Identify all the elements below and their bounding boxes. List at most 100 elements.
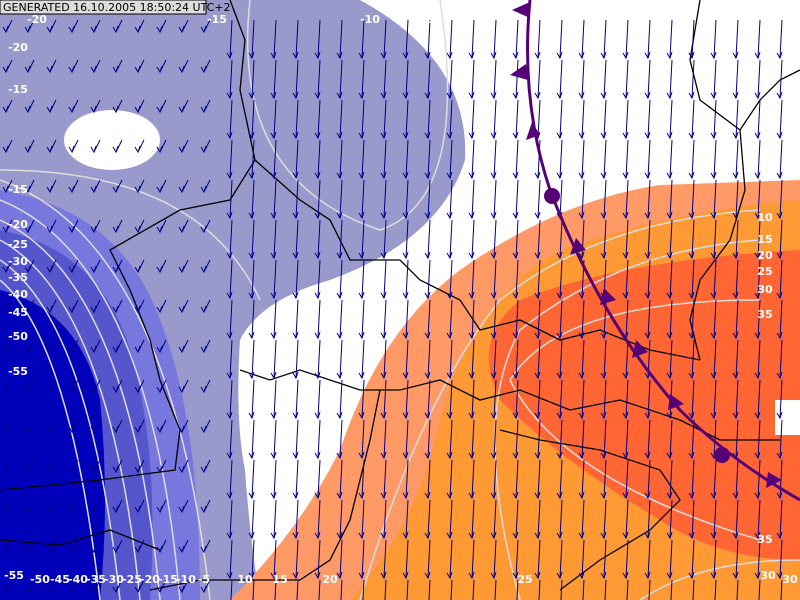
wind-arrow (556, 99, 563, 140)
wind-arrow (314, 459, 321, 500)
contour-label: -25 (8, 238, 28, 251)
wind-arrow (380, 539, 387, 580)
wind-arrow (402, 339, 409, 380)
contour-label: -10 (360, 13, 380, 26)
wind-arrow (156, 19, 167, 34)
contour-label: 10 (757, 211, 773, 224)
wind-arrow (534, 379, 541, 420)
wind-arrow (578, 339, 585, 380)
wind-arrow (666, 179, 673, 220)
wind-arrow (358, 139, 365, 180)
wind-arrow (90, 539, 101, 554)
wind-arrow (512, 339, 519, 380)
wind-arrow (230, 579, 233, 600)
wind-arrow (494, 579, 497, 600)
wind-arrow (688, 179, 695, 220)
wind-arrow (666, 419, 673, 460)
wind-arrow (134, 179, 145, 194)
wind-arrow (710, 259, 717, 300)
wind-arrow (292, 379, 299, 420)
wind-arrow (776, 99, 783, 140)
wind-arrow (666, 459, 673, 500)
wind-arrow (46, 339, 57, 354)
wind-arrow (666, 539, 673, 580)
wind-arrow (600, 539, 607, 580)
wind-arrow (380, 459, 387, 500)
wind-arrow (424, 179, 431, 220)
wind-arrow (226, 459, 233, 500)
wind-arrow (732, 299, 739, 340)
wind-arrow (226, 539, 233, 580)
wind-arrow (732, 179, 739, 220)
wind-arrow (178, 259, 189, 274)
contour-label: 30 (782, 573, 798, 586)
wind-arrow (252, 579, 255, 600)
wind-arrow (226, 139, 233, 180)
wind-arrow (68, 139, 79, 154)
wind-arrow (46, 19, 57, 34)
wind-arrow (178, 139, 189, 154)
wind-arrow (490, 299, 497, 340)
wind-arrow (490, 59, 497, 100)
wind-arrow (112, 499, 123, 514)
wind-arrow (2, 459, 13, 474)
wind-arrow (622, 139, 629, 180)
contour-label: -25 (122, 573, 142, 586)
wind-arrow (644, 179, 651, 220)
wind-arrow (688, 539, 695, 580)
wind-arrow (24, 219, 35, 234)
wind-arrow (754, 459, 761, 500)
wind-arrow (314, 259, 321, 300)
contour-label: -50 (30, 573, 50, 586)
wind-arrow (248, 19, 255, 60)
wind-arrow (732, 499, 739, 540)
wind-arrow (380, 259, 387, 300)
wind-arrow (226, 419, 233, 460)
wind-arrow (156, 299, 167, 314)
wind-arrow (134, 139, 145, 154)
wind-arrow (178, 59, 189, 74)
wind-arrow (732, 459, 739, 500)
wind-arrow (156, 259, 167, 274)
wind-arrow (688, 459, 695, 500)
wind-arrow (46, 459, 57, 474)
wind-arrow (226, 499, 233, 540)
wind-arrow (90, 259, 101, 274)
wind-arrow (314, 499, 321, 540)
wind-arrow (622, 219, 629, 260)
wind-arrow (134, 499, 145, 514)
wind-arrow (68, 499, 79, 514)
wind-arrow (644, 19, 651, 60)
wind-arrow (688, 59, 695, 100)
wind-arrow (24, 459, 35, 474)
wind-arrow (600, 419, 607, 460)
wind-arrow (336, 139, 343, 180)
wind-arrow (112, 19, 123, 34)
wind-arrow (112, 259, 123, 274)
wind-arrow (578, 299, 585, 340)
header-box (0, 0, 207, 15)
wind-arrow (424, 459, 431, 500)
wind-arrow (2, 139, 13, 154)
wind-arrow (292, 19, 299, 60)
wind-arrow (46, 99, 57, 114)
wind-arrow (358, 539, 365, 580)
wind-arrow (732, 379, 739, 420)
wind-arrow (336, 19, 343, 60)
wind-arrow (134, 339, 145, 354)
wind-arrow (446, 19, 453, 60)
wind-arrow (112, 459, 123, 474)
wind-arrow (112, 139, 123, 154)
wind-arrow (468, 339, 475, 380)
wind-arrow (578, 219, 585, 260)
wind-arrow (46, 579, 57, 594)
wind-arrow (468, 139, 475, 180)
contour-label: -15 (8, 83, 28, 96)
wind-arrow (46, 419, 57, 434)
wind-arrow (270, 499, 277, 540)
wind-arrow (534, 179, 541, 220)
wind-arrow (336, 419, 343, 460)
wind-arrow (556, 259, 563, 300)
wind-arrow (472, 579, 475, 600)
